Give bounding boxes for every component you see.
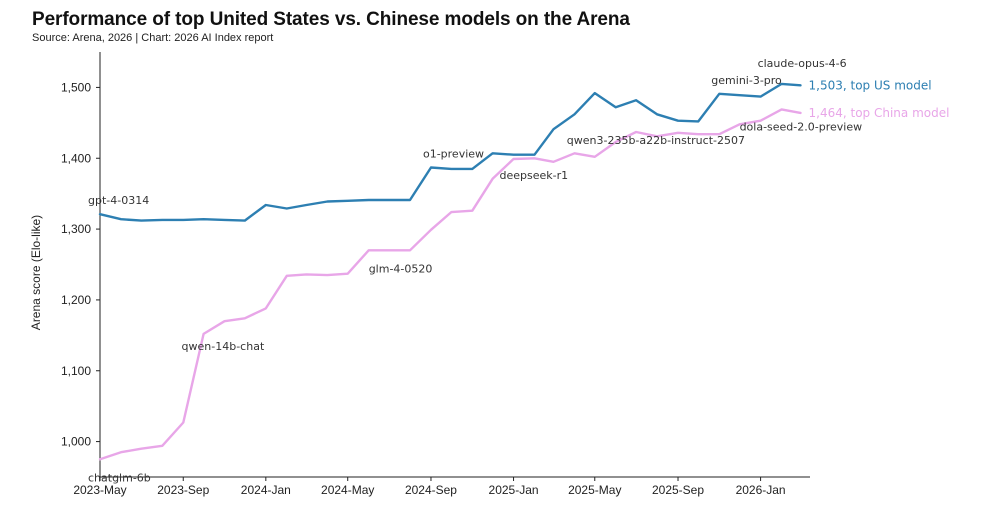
x-tick-label: 2023-May [73,483,126,497]
x-tick-label: 2026-Jan [736,483,786,497]
x-tick-label: 2024-Sep [405,483,457,497]
y-tick-label: 1,400 [61,151,91,165]
y-axis-ticks: 1,000 1,100 1,200 1,300 1,400 1,500 [61,80,100,449]
chart-title: Performance of top United States vs. Chi… [32,9,630,30]
model-annotation: dola-seed-2.0-preview [740,120,863,133]
us-end-label: 1,503, top US model [809,78,932,92]
chart-subtitle: Source: Arena, 2026 | Chart: 2026 AI Ind… [32,32,274,44]
y-axis-label: Arena score (Elo-like) [29,215,43,330]
china-end-label: 1,464, top China model [809,106,950,120]
model-annotation: chatglm-6b [88,471,151,484]
chart-axes [99,52,810,478]
y-tick-label: 1,500 [61,80,91,94]
x-tick-label: 2024-Jan [241,483,291,497]
model-annotation: gemini-3-pro [711,74,782,87]
y-tick-label: 1,100 [61,364,91,378]
y-tick-label: 1,000 [61,435,91,449]
model-annotation: qwen-14b-chat [182,340,265,353]
x-tick-label: 2024-May [321,483,374,497]
x-tick-label: 2025-Jan [489,483,539,497]
model-annotation: deepseek-r1 [500,169,569,182]
x-tick-label: 2023-Sep [157,483,209,497]
x-axis-ticks: 2023-May 2023-Sep 2024-Jan 2024-May 2024-Sep… [73,477,786,497]
chart-annotations: gpt-4-0314 o1-preview gemini-3-pro claude-o… [88,57,862,484]
y-tick-label: 1,200 [61,293,91,307]
x-tick-label: 2025-Sep [652,483,704,497]
chart-series [98,82,802,461]
x-tick-label: 2025-May [568,483,621,497]
model-annotation: glm-4-0520 [369,262,433,275]
model-annotation: o1-preview [423,147,484,160]
chart-end-labels: 1,503, top US model 1,464, top China mode… [809,78,950,120]
china-series-line [98,108,802,461]
model-annotation: gpt-4-0314 [88,194,149,207]
model-annotation: claude-opus-4-6 [758,57,847,70]
y-tick-label: 1,300 [61,222,91,236]
us-series-line [98,82,802,222]
model-annotation: qwen3-235b-a22b-instruct-2507 [567,134,745,147]
